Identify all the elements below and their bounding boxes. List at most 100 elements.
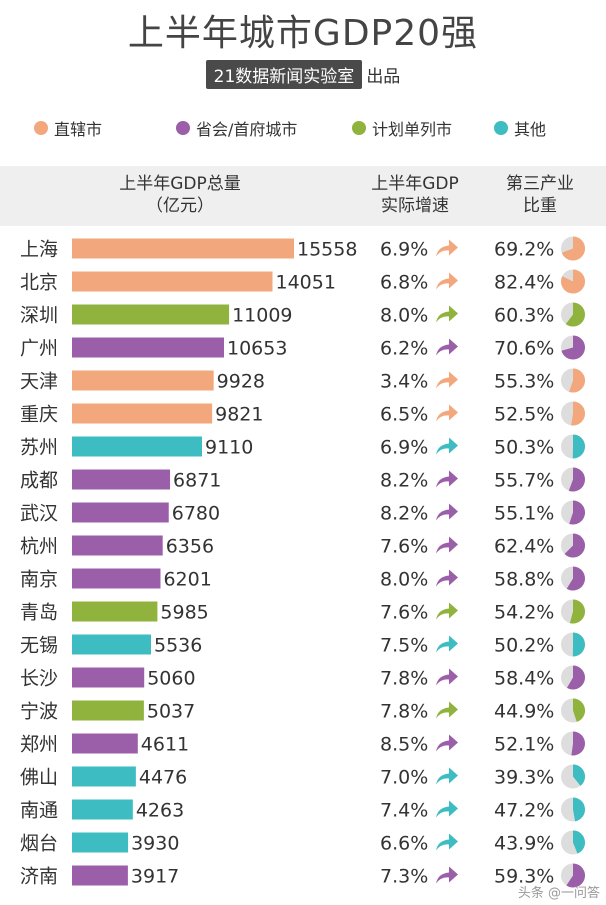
city-label: 济南	[20, 866, 58, 888]
growth-label: 7.8%	[380, 668, 428, 690]
gdp-value-label: 5060	[147, 668, 195, 690]
legend: 直辖市 省会/首府城市 计划单列市 其他	[0, 116, 606, 140]
gdp-value-label: 6871	[173, 470, 221, 492]
city-label: 青岛	[20, 602, 58, 624]
header-growth-line2: 实际增速	[381, 196, 449, 216]
gdp-bar	[72, 568, 161, 589]
publisher-badge: 21数据新闻实验室	[205, 60, 363, 89]
growth-arrow-icon	[436, 602, 458, 620]
gdp-bar	[72, 502, 169, 523]
table-row: 宁波 5037 7.8% 44.9%	[20, 698, 585, 723]
tertiary-share-label: 52.5%	[494, 404, 554, 426]
header-growth: 上半年GDP 实际增速	[350, 173, 480, 217]
table-row: 青岛 5985 7.6% 54.2%	[20, 599, 585, 624]
growth-label: 8.0%	[380, 569, 428, 591]
tertiary-share-label: 55.1%	[494, 503, 554, 525]
tertiary-pie-slice	[572, 434, 586, 459]
tertiary-pie-slice	[566, 863, 586, 888]
tertiary-share-label: 55.3%	[494, 371, 554, 393]
gdp-bar	[72, 469, 171, 490]
city-label: 佛山	[20, 767, 58, 789]
growth-arrow-icon	[436, 767, 458, 785]
table-row: 无锡 5536 7.5% 50.2%	[20, 632, 586, 657]
growth-label: 6.9%	[380, 239, 428, 261]
gdp-bar	[72, 634, 151, 655]
tertiary-share-label: 58.8%	[494, 569, 554, 591]
header-tertiary-line2: 比重	[523, 196, 557, 216]
growth-label: 8.5%	[380, 734, 428, 756]
gdp-value-label: 5536	[154, 635, 202, 657]
gdp-value-label: 6201	[163, 569, 211, 591]
tertiary-share-label: 50.3%	[494, 437, 554, 459]
growth-label: 7.3%	[380, 866, 428, 888]
tertiary-share-label: 44.9%	[494, 701, 554, 723]
tertiary-share-label: 60.3%	[494, 305, 554, 327]
gdp-value-label: 4263	[136, 800, 184, 822]
growth-label: 6.8%	[380, 272, 428, 294]
table-row: 天津 9928 3.4% 55.3%	[20, 368, 585, 393]
legend-item-other: 其他	[494, 116, 546, 140]
growth-label: 6.9%	[380, 437, 428, 459]
growth-label: 6.2%	[380, 338, 428, 360]
tertiary-pie-slice	[565, 302, 585, 327]
gdp-bar	[72, 403, 213, 424]
growth-arrow-icon	[436, 404, 458, 422]
tertiary-share-label: 54.2%	[494, 602, 554, 624]
city-label: 深圳	[20, 305, 58, 327]
header-tertiary-line1: 第三产业	[506, 174, 574, 194]
gdp-bar	[72, 535, 163, 556]
growth-label: 7.6%	[380, 536, 428, 558]
city-label: 南通	[20, 800, 58, 822]
growth-arrow-icon	[436, 239, 458, 257]
header-growth-line1: 上半年GDP	[371, 174, 459, 194]
gdp-bar	[72, 436, 202, 457]
gdp-value-label: 6780	[172, 503, 220, 525]
growth-arrow-icon	[436, 635, 458, 653]
legend-label: 其他	[514, 120, 547, 139]
table-row: 重庆 9821 6.5% 52.5%	[20, 401, 586, 426]
table-row: 苏州 9110 6.9% 50.3%	[20, 434, 586, 459]
gdp-bar	[72, 865, 128, 886]
tertiary-pie-slice	[561, 269, 586, 294]
gdp-value-label: 4476	[139, 767, 187, 789]
legend-label: 直辖市	[54, 120, 103, 139]
tertiary-pie-slice	[569, 368, 585, 393]
growth-label: 7.8%	[380, 701, 428, 723]
legend-label: 计划单列市	[372, 120, 453, 139]
gdp-bar	[72, 700, 144, 721]
tertiary-share-label: 62.4%	[494, 536, 554, 558]
gdp-value-label: 9928	[217, 371, 265, 393]
city-label: 杭州	[20, 536, 58, 558]
growth-arrow-icon	[436, 866, 458, 884]
tertiary-pie-slice	[572, 632, 586, 657]
table-row: 烟台 3930 6.6% 43.9%	[20, 830, 585, 855]
gdp-bar	[72, 238, 294, 259]
tertiary-share-label: 59.3%	[494, 866, 554, 888]
tertiary-share-label: 70.6%	[494, 338, 554, 360]
header-gdp: 上半年GDP总量 （亿元）	[60, 173, 300, 217]
tertiary-pie-slice	[573, 698, 585, 722]
gdp-value-label: 14051	[275, 272, 335, 294]
growth-label: 8.0%	[380, 305, 428, 327]
growth-label: 7.0%	[380, 767, 428, 789]
city-label: 北京	[20, 272, 58, 294]
gdp-bar	[72, 766, 136, 787]
gdp-bar	[72, 667, 145, 688]
table-row: 郑州 4611 8.5% 52.1%	[20, 731, 586, 756]
growth-arrow-icon	[436, 569, 458, 587]
growth-arrow-icon	[436, 371, 458, 389]
tertiary-share-label: 43.9%	[494, 833, 554, 855]
gdp-value-label: 5985	[160, 602, 208, 624]
gdp-value-label: 10653	[227, 338, 287, 360]
gdp-bar	[72, 304, 230, 325]
growth-label: 3.4%	[380, 371, 428, 393]
gdp-bar	[72, 799, 133, 820]
city-label: 成都	[20, 470, 58, 492]
growth-label: 8.2%	[380, 470, 428, 492]
gdp-value-label: 6356	[166, 536, 214, 558]
table-row: 南通 4263 7.4% 47.2%	[20, 797, 586, 822]
growth-arrow-icon	[436, 470, 458, 488]
tertiary-pie-slice	[571, 731, 586, 756]
city-label: 无锡	[20, 635, 58, 657]
growth-arrow-icon	[436, 734, 458, 752]
